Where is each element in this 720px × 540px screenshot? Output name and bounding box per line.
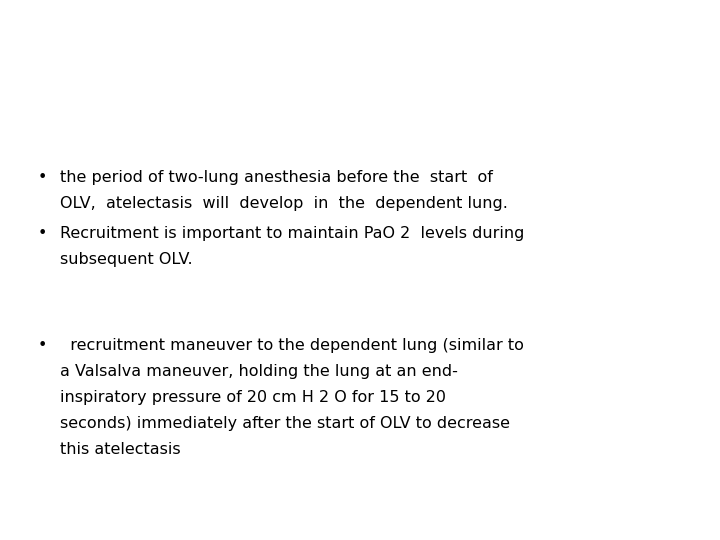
Text: •: • [38,226,48,241]
Text: •: • [38,170,48,185]
Text: this atelectasis: this atelectasis [60,442,181,457]
Text: •: • [38,338,48,353]
Text: inspiratory pressure of 20 cm H 2 O for 15 to 20: inspiratory pressure of 20 cm H 2 O for … [60,390,446,405]
Text: OLV,  atelectasis  will  develop  in  the  dependent lung.: OLV, atelectasis will develop in the dep… [60,196,508,211]
Text: recruitment maneuver to the dependent lung (similar to: recruitment maneuver to the dependent lu… [60,338,524,353]
Text: a Valsalva maneuver, holding the lung at an end-: a Valsalva maneuver, holding the lung at… [60,364,458,379]
Text: subsequent OLV.: subsequent OLV. [60,252,193,267]
Text: the period of two-lung anesthesia before the  start  of: the period of two-lung anesthesia before… [60,170,493,185]
Text: Recruitment is important to maintain PaO 2  levels during: Recruitment is important to maintain PaO… [60,226,524,241]
Text: seconds) immediately after the start of OLV to decrease: seconds) immediately after the start of … [60,416,510,431]
